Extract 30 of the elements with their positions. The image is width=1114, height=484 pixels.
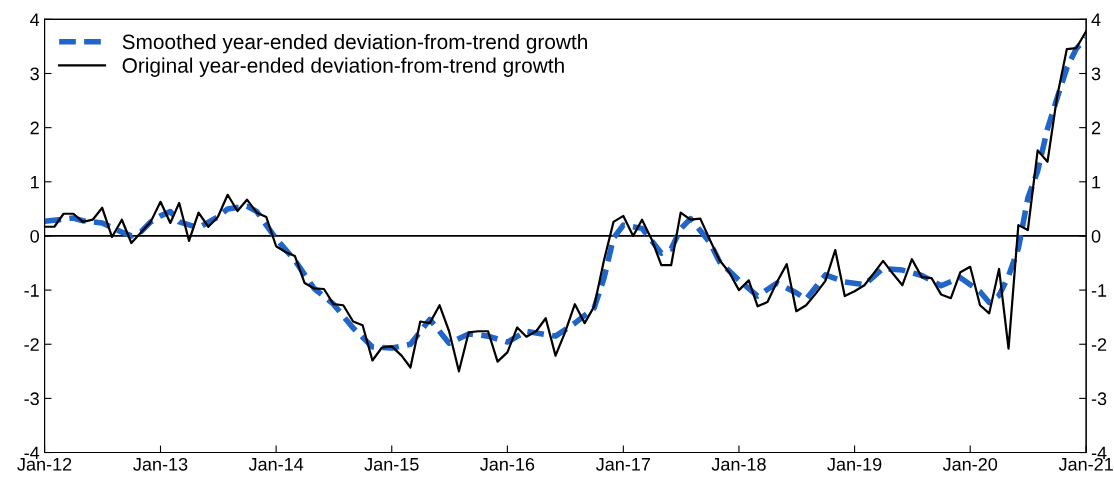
x-tick-label: Jan-18 (711, 457, 766, 471)
y-tick-label: 3 (30, 67, 39, 81)
y-tick-label: 1 (31, 175, 39, 189)
x-tick-label: Jan-13 (133, 457, 188, 471)
y-tick-label: 2 (30, 121, 39, 135)
x-tick-label: Jan-14 (248, 458, 304, 471)
y-tick-label: 4 (30, 13, 40, 26)
x-tick-label: Jan-15 (364, 458, 419, 471)
y2-tick-label: -2 (1091, 338, 1107, 351)
x-tick-label: Jan-20 (942, 457, 998, 471)
y2-tick-label: 1 (1092, 175, 1101, 189)
y2-tick-label: -1 (1091, 284, 1107, 297)
x-tick-label: Jan-19 (827, 457, 882, 471)
y2-tick-label: 4 (1091, 13, 1101, 26)
y2-tick-label: -3 (1091, 392, 1107, 406)
y-tick-label: -1 (24, 284, 39, 297)
y2-tick-label: 2 (1091, 121, 1101, 135)
x-tick-label: Jan-21 (1058, 457, 1113, 471)
y2-tick-label: -4 (1091, 446, 1107, 460)
y-tick-label: 0 (30, 229, 39, 243)
x-tick-label: Jan-12 (17, 457, 72, 471)
y-tick-label: -2 (24, 338, 39, 351)
y2-tick-label: 0 (1091, 229, 1101, 243)
y-tick-label: -3 (24, 392, 39, 406)
x-tick-label: Jan-16 (480, 457, 535, 471)
legend-label: Original year-ended deviation-from-trend growth (122, 57, 564, 77)
y2-tick-label: 3 (1091, 67, 1101, 81)
y-tick-label: -4 (24, 446, 40, 460)
x-tick-label: Jan-17 (596, 458, 651, 471)
legend-label: Smoothed year-ended deviation-from-trend growth (122, 33, 587, 54)
